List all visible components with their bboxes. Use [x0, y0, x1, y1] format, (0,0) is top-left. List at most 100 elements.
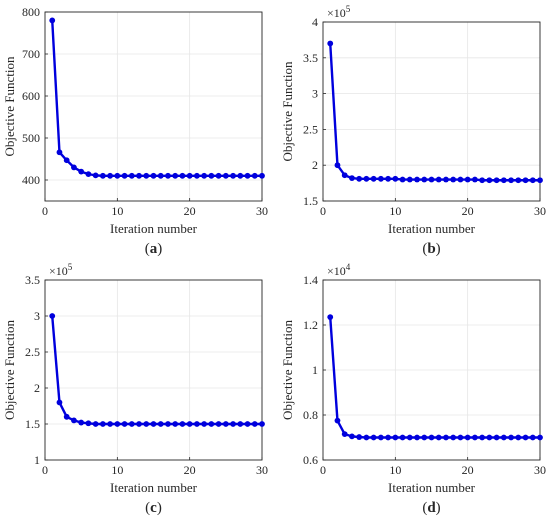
data-point — [421, 434, 428, 441]
y-tick-label: 400 — [22, 173, 40, 187]
y-tick-label: 800 — [22, 5, 40, 19]
data-point — [208, 421, 215, 427]
data-point — [457, 434, 464, 441]
y-tick-label: 2.5 — [25, 345, 40, 359]
data-point — [78, 419, 85, 426]
data-point — [435, 434, 442, 441]
data-point — [237, 172, 244, 179]
data-point — [399, 176, 406, 183]
data-point — [128, 421, 135, 427]
data-point — [107, 421, 113, 427]
data-point — [230, 172, 236, 179]
y-tick-label: 1.2 — [303, 318, 318, 332]
data-point — [500, 177, 507, 184]
data-point — [479, 434, 486, 441]
data-point — [63, 157, 70, 164]
data-point — [508, 177, 514, 184]
y-tick-label: 1 — [34, 453, 40, 467]
data-point — [435, 176, 442, 183]
data-point — [406, 434, 413, 441]
x-tick-label: 10 — [389, 463, 401, 477]
data-point — [230, 421, 236, 427]
data-point — [356, 434, 363, 440]
data-point — [99, 172, 106, 179]
x-tick-label: 10 — [111, 463, 123, 477]
data-point — [179, 172, 186, 179]
y-tick-label: 0.8 — [303, 408, 318, 422]
y-multiplier: ×105 — [327, 4, 351, 20]
data-point — [150, 172, 157, 179]
data-point — [128, 172, 135, 179]
data-point — [472, 434, 478, 441]
y-tick-label: 3 — [34, 309, 40, 323]
x-tick-label: 0 — [42, 463, 48, 477]
data-point — [529, 177, 536, 184]
data-point — [215, 421, 222, 427]
x-tick-label: 30 — [534, 463, 546, 477]
y-axis-label: Objective Function — [280, 61, 295, 162]
data-point — [56, 149, 63, 156]
y-tick-label: 4 — [312, 15, 318, 29]
panel-label: (b) — [422, 241, 440, 257]
data-point — [157, 421, 164, 427]
data-point — [208, 172, 215, 179]
data-point — [157, 172, 164, 179]
data-point — [165, 172, 171, 179]
data-point — [251, 172, 258, 179]
data-point — [172, 421, 179, 427]
data-point — [399, 434, 406, 441]
data-point — [121, 421, 128, 427]
y-tick-label: 3.5 — [303, 51, 318, 65]
y-axis-label: Objective Function — [2, 320, 17, 421]
data-point — [194, 172, 200, 179]
x-tick-label: 30 — [534, 204, 546, 218]
data-point — [85, 420, 92, 427]
y-tick-label: 1.5 — [303, 194, 318, 208]
plot-area — [45, 12, 262, 201]
data-point — [63, 413, 70, 420]
x-tick-label: 10 — [111, 204, 123, 218]
chart-panel-b: 0 10 20 30 1.5 2 2.5 3 3.5 4 ×105 Iteration number O… — [280, 4, 546, 257]
data-point — [172, 172, 179, 179]
data-point — [107, 172, 113, 179]
data-point — [341, 172, 348, 179]
data-point — [49, 313, 56, 319]
data-point — [201, 172, 208, 179]
data-point — [244, 421, 251, 427]
data-point — [222, 421, 229, 427]
data-point — [414, 434, 420, 441]
data-point — [136, 172, 142, 179]
data-point — [251, 421, 258, 427]
data-point — [341, 431, 348, 438]
chart-panel-c: 0 10 20 30 1 1.5 2 2.5 3 3.5 ×105 Iteration number O… — [2, 262, 268, 516]
data-point — [370, 175, 377, 182]
data-point — [186, 421, 193, 427]
data-point — [450, 176, 457, 183]
axes-box — [44, 279, 263, 461]
panel-label: (c) — [145, 500, 162, 516]
data-point — [472, 176, 478, 183]
data-point — [392, 175, 399, 182]
data-point — [385, 175, 391, 182]
chart-panel-d: 0 10 20 30 0.6 0.8 1 1.2 1.4 ×104 Iteration number… — [280, 262, 546, 516]
data-point — [522, 434, 529, 441]
data-point — [443, 176, 449, 183]
data-point — [114, 172, 121, 179]
x-tick-label: 20 — [184, 463, 196, 477]
data-point — [49, 17, 56, 24]
y-tick-label: 600 — [22, 89, 40, 103]
data-point — [327, 314, 334, 321]
data-point — [493, 434, 500, 441]
data-point — [179, 421, 186, 427]
x-tick-label: 10 — [389, 204, 401, 218]
y-tick-label: 3 — [312, 87, 318, 101]
x-axis-label: Iteration number — [388, 221, 476, 236]
data-point — [143, 421, 150, 427]
data-point — [428, 434, 435, 441]
data-point — [515, 177, 522, 184]
y-tick-label: 1.4 — [303, 273, 318, 287]
data-point — [349, 433, 355, 440]
y-tick-label: 0.6 — [303, 453, 318, 467]
x-tick-label: 0 — [320, 463, 326, 477]
